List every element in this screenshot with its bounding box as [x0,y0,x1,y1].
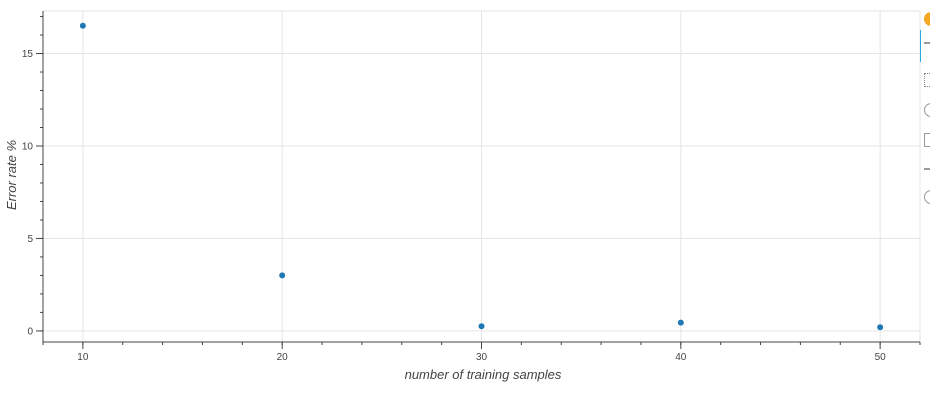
pan-icon[interactable] [924,40,930,54]
reset-icon[interactable] [924,164,930,178]
x-tick-label: 40 [675,352,687,363]
data-point [677,319,684,326]
data-point [478,323,485,330]
y-tick-label: 5 [27,234,33,245]
y-axis-label: Error rate % [4,140,19,210]
active-tool-indicator [920,30,921,62]
save-icon[interactable] [924,133,930,147]
data-points [79,22,884,331]
x-tick-label: 20 [277,352,289,363]
box-zoom-icon[interactable] [924,73,930,87]
bokeh-logo-icon[interactable] [924,12,930,26]
grid [43,10,921,342]
x-axis-label: number of training samples [405,367,562,382]
help-icon[interactable] [924,190,930,204]
y-tick-label: 0 [27,326,33,337]
data-point [79,22,86,29]
y-tick-label: 15 [22,49,34,60]
x-tick-label: 50 [875,352,887,363]
y-tick-label: 10 [22,141,34,152]
axes: 10 20 30 40 50 0 5 10 15 [22,11,921,363]
data-point [877,324,884,331]
wheel-zoom-icon[interactable] [924,103,930,117]
x-tick-label: 10 [77,352,89,363]
plot-toolbar [920,6,930,206]
data-point [279,272,286,279]
x-tick-label: 30 [476,352,488,363]
